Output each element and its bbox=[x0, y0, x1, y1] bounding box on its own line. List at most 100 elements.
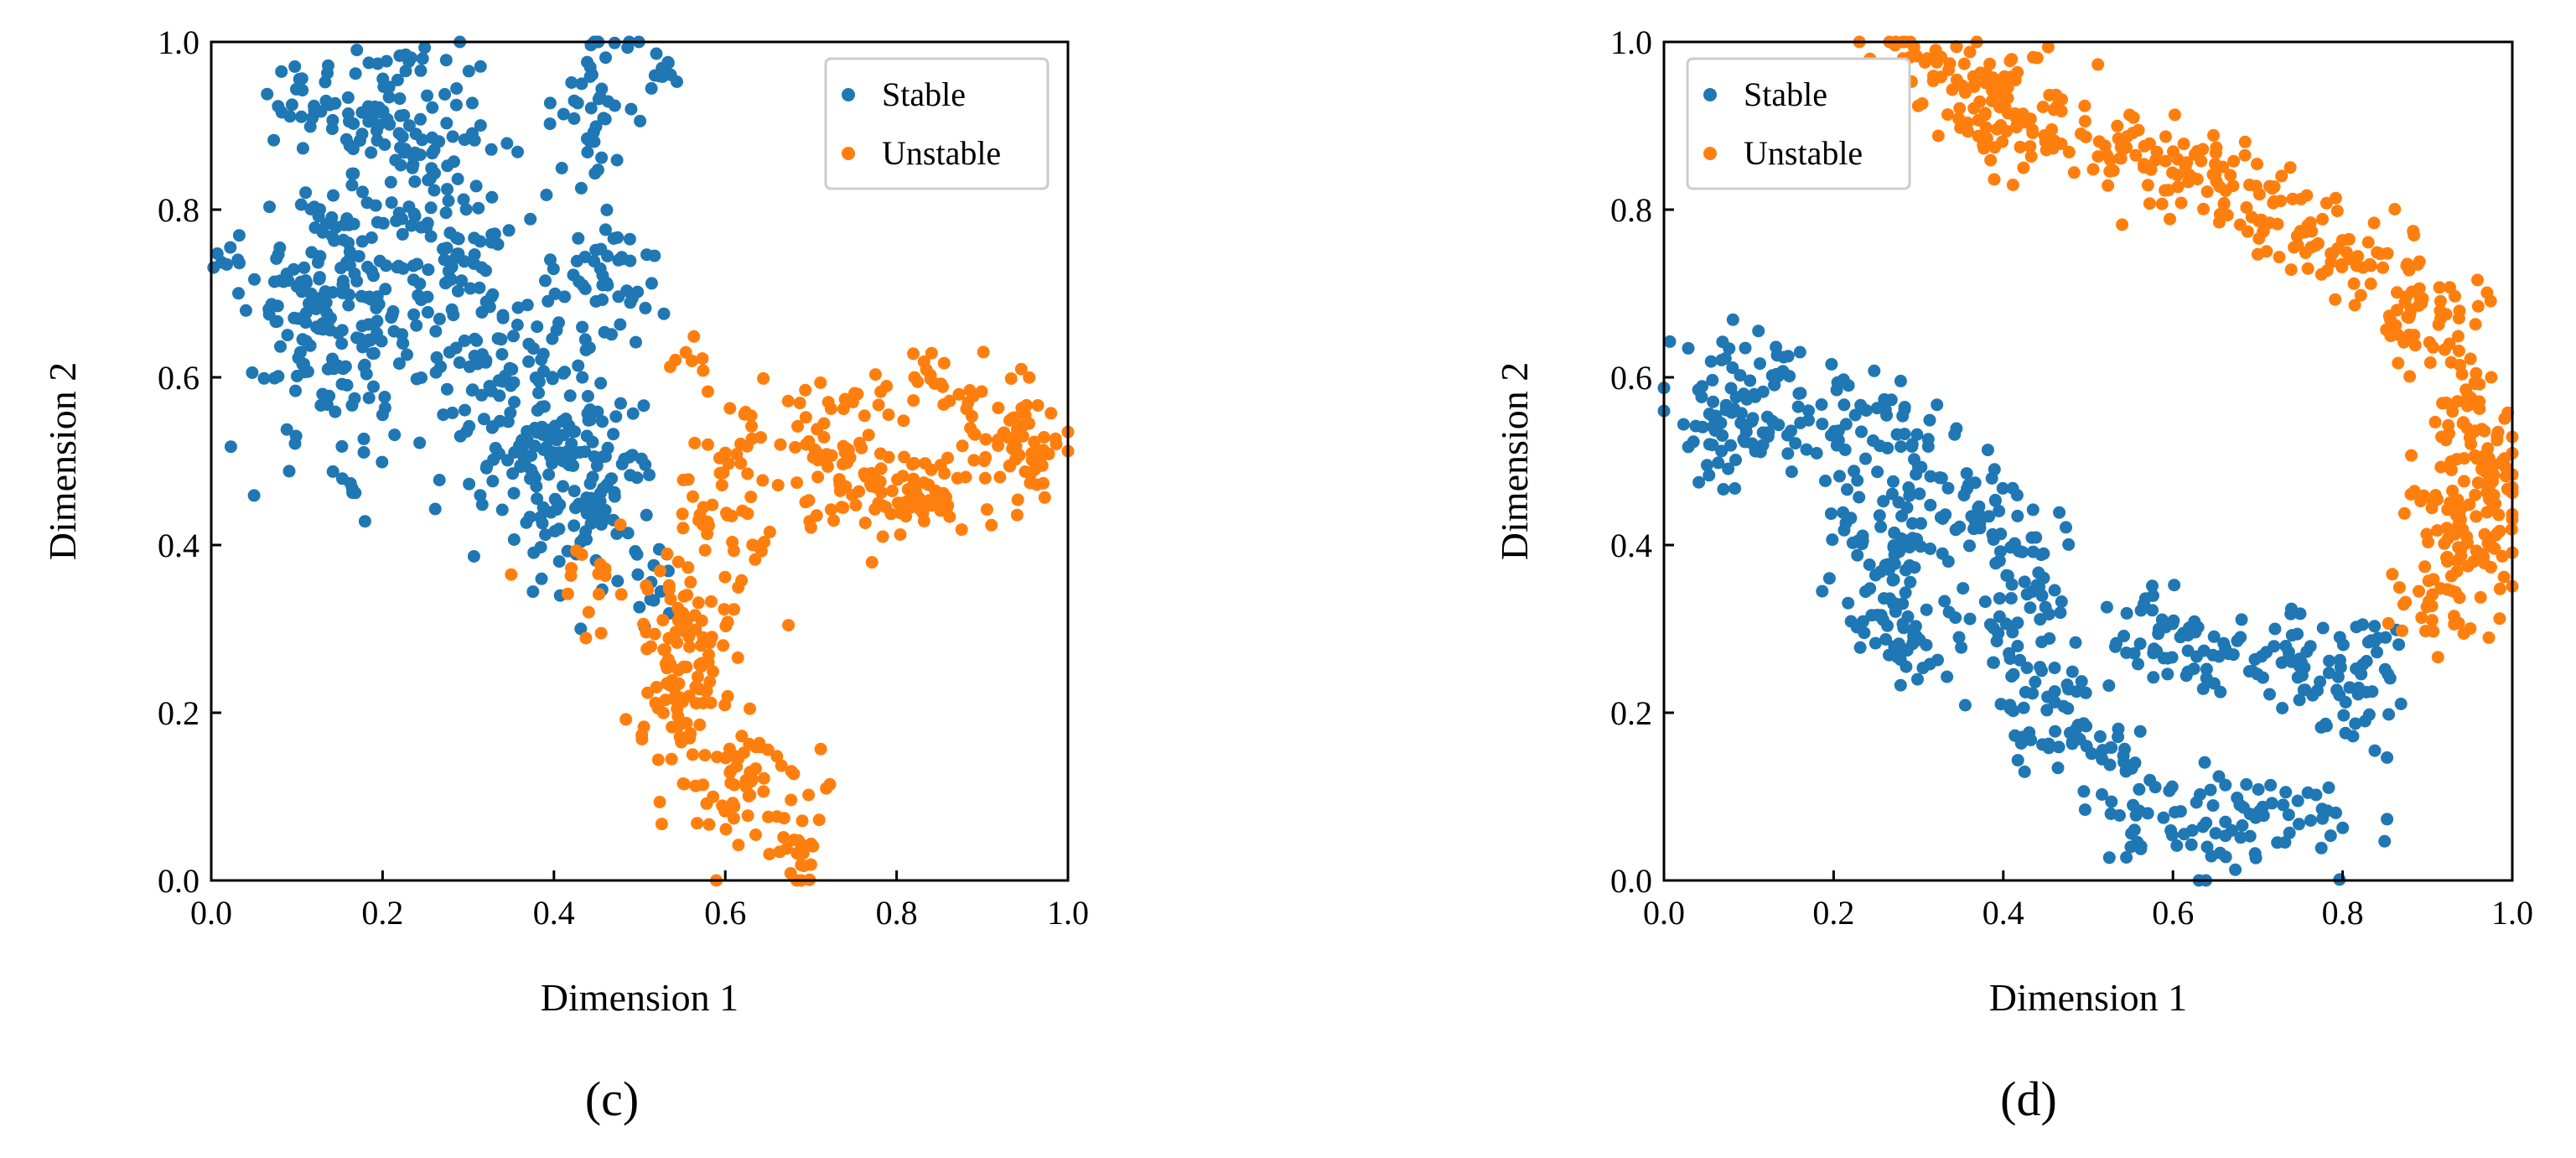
data-point-unstable bbox=[810, 509, 823, 522]
data-point-stable bbox=[2200, 662, 2213, 676]
data-point-unstable bbox=[2301, 262, 2314, 275]
data-point-unstable bbox=[688, 436, 702, 449]
data-point-stable bbox=[1949, 611, 1962, 625]
data-point-unstable bbox=[749, 828, 762, 841]
data-point-stable bbox=[1887, 573, 1900, 586]
data-point-unstable bbox=[1049, 432, 1062, 445]
data-point-unstable bbox=[2129, 148, 2143, 162]
data-point-unstable bbox=[1995, 100, 2008, 113]
data-point-stable bbox=[2209, 827, 2222, 840]
data-point-unstable bbox=[2344, 252, 2357, 266]
data-point-stable bbox=[558, 290, 571, 304]
data-point-stable bbox=[511, 319, 524, 331]
data-point-stable bbox=[1878, 392, 1891, 406]
data-point-stable bbox=[1791, 400, 1805, 413]
data-point-unstable bbox=[837, 402, 850, 416]
data-point-stable bbox=[596, 269, 609, 282]
data-point-stable bbox=[412, 288, 425, 302]
data-point-stable bbox=[537, 365, 550, 378]
data-point-unstable bbox=[812, 813, 826, 827]
data-point-stable bbox=[1800, 443, 1813, 456]
data-point-stable bbox=[376, 408, 389, 422]
data-point-stable bbox=[1844, 615, 1858, 628]
data-point-unstable bbox=[884, 507, 898, 521]
data-point-stable bbox=[557, 428, 570, 442]
data-point-stable bbox=[1819, 475, 1832, 487]
data-point-stable bbox=[362, 56, 376, 70]
data-point-unstable bbox=[745, 432, 759, 445]
data-point-unstable bbox=[1987, 71, 2000, 85]
data-point-unstable bbox=[919, 457, 931, 470]
data-point-stable bbox=[326, 465, 339, 478]
data-point-unstable bbox=[975, 385, 988, 398]
data-point-stable bbox=[550, 324, 563, 337]
data-point-unstable bbox=[687, 330, 701, 343]
data-point-unstable bbox=[2354, 288, 2367, 302]
data-point-unstable bbox=[796, 846, 810, 859]
data-point-stable bbox=[2323, 654, 2336, 667]
data-point-unstable bbox=[686, 748, 699, 761]
data-point-stable bbox=[356, 340, 370, 354]
y-tick-label: 0.2 bbox=[1610, 694, 1652, 732]
data-point-unstable bbox=[2492, 508, 2506, 522]
data-point-unstable bbox=[2498, 452, 2511, 465]
data-point-unstable bbox=[785, 793, 798, 807]
data-point-unstable bbox=[2026, 123, 2040, 137]
data-point-stable bbox=[1859, 404, 1873, 417]
data-point-stable bbox=[347, 217, 360, 231]
data-point-stable bbox=[2242, 665, 2256, 678]
data-point-stable bbox=[2204, 783, 2217, 797]
data-point-stable bbox=[568, 112, 581, 125]
data-point-unstable bbox=[2335, 234, 2349, 247]
data-point-stable bbox=[2233, 798, 2247, 812]
data-point-stable bbox=[1794, 416, 1807, 429]
data-point-stable bbox=[410, 319, 423, 332]
data-point-unstable bbox=[943, 510, 956, 523]
data-point-stable bbox=[1717, 483, 1730, 496]
data-point-unstable bbox=[2197, 202, 2210, 216]
data-point-stable bbox=[413, 436, 427, 449]
data-point-unstable bbox=[2027, 50, 2040, 64]
y-tick-label: 0.6 bbox=[158, 359, 200, 397]
data-point-stable bbox=[2324, 829, 2337, 843]
data-point-unstable bbox=[2461, 559, 2475, 573]
data-point-stable bbox=[2073, 733, 2086, 745]
data-point-stable bbox=[588, 167, 602, 180]
data-point-unstable bbox=[2471, 299, 2485, 313]
data-point-stable bbox=[1810, 447, 1823, 460]
data-point-stable bbox=[2105, 795, 2118, 808]
data-point-stable bbox=[246, 366, 259, 379]
data-point-unstable bbox=[846, 489, 859, 502]
data-point-unstable bbox=[505, 568, 518, 581]
data-point-stable bbox=[1734, 407, 1748, 420]
data-point-stable bbox=[1976, 511, 1989, 524]
data-point-unstable bbox=[2046, 142, 2060, 155]
x-tick-label: 1.0 bbox=[1047, 894, 1089, 932]
data-point-stable bbox=[1885, 487, 1899, 501]
data-point-unstable bbox=[2260, 245, 2273, 258]
data-point-stable bbox=[232, 287, 245, 300]
data-point-unstable bbox=[814, 376, 827, 389]
data-point-unstable bbox=[680, 615, 693, 628]
data-point-unstable bbox=[671, 555, 685, 569]
data-point-unstable bbox=[1977, 142, 1991, 155]
data-point-unstable bbox=[592, 567, 605, 580]
data-point-stable bbox=[270, 252, 283, 265]
data-point-unstable bbox=[677, 660, 690, 673]
data-point-unstable bbox=[2433, 281, 2446, 294]
data-point-stable bbox=[367, 346, 381, 360]
data-point-unstable bbox=[907, 394, 920, 408]
data-point-unstable bbox=[675, 735, 688, 748]
data-point-stable bbox=[475, 261, 488, 274]
data-point-unstable bbox=[664, 657, 677, 671]
data-point-unstable bbox=[2171, 180, 2185, 194]
data-point-unstable bbox=[561, 587, 574, 600]
data-point-unstable bbox=[905, 458, 919, 471]
data-point-unstable bbox=[2319, 196, 2333, 210]
data-point-stable bbox=[633, 600, 646, 614]
data-point-unstable bbox=[2017, 161, 2030, 174]
data-point-stable bbox=[453, 356, 466, 369]
data-point-unstable bbox=[1988, 173, 2001, 186]
data-point-stable bbox=[1729, 482, 1742, 495]
data-point-unstable bbox=[775, 759, 788, 772]
